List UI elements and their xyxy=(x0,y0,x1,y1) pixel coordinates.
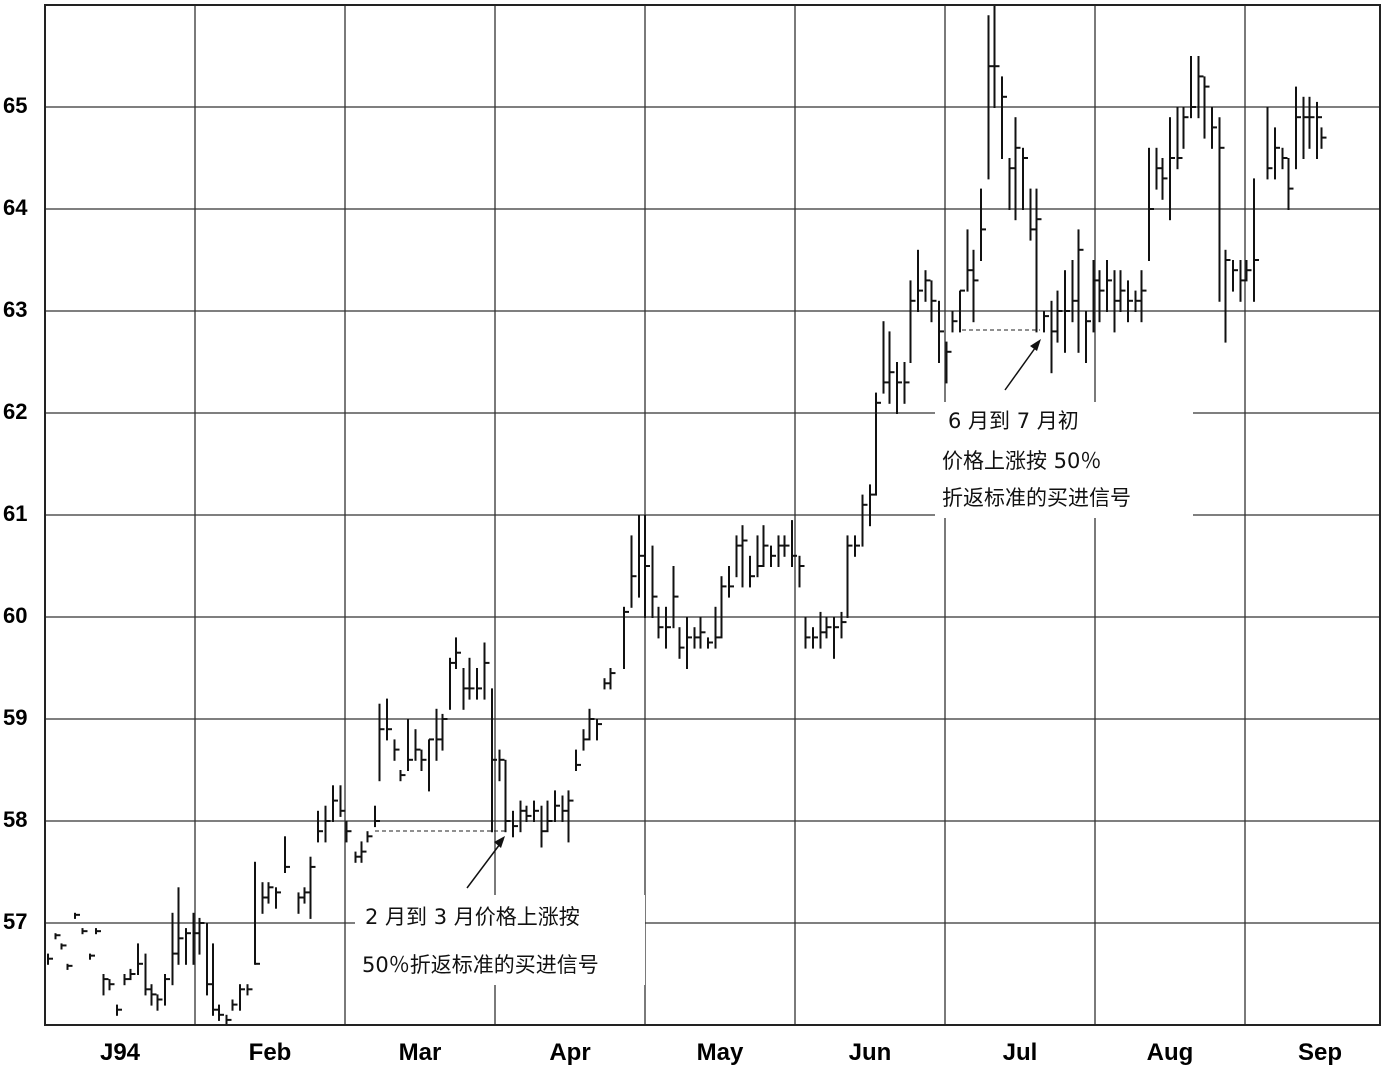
x-tick-label: J94 xyxy=(100,1039,141,1066)
y-tick-label: 58 xyxy=(3,807,27,832)
x-tick-label: Mar xyxy=(399,1039,442,1066)
y-tick-label: 63 xyxy=(3,297,27,322)
x-tick-label: Sep xyxy=(1298,1039,1342,1066)
x-tick-label: Jul xyxy=(1003,1039,1038,1066)
y-tick-label: 62 xyxy=(3,399,27,424)
annotation: 2 月到 3 月价格上涨按 xyxy=(365,905,580,929)
annotation: 6 月到 7 月初 xyxy=(948,409,1079,433)
annotation: 价格上涨按 50％ xyxy=(942,449,1101,473)
x-tick-label: Apr xyxy=(549,1039,590,1066)
y-tick-label: 60 xyxy=(3,603,27,628)
annotation: 50％折返标准的买进信号 xyxy=(362,953,599,977)
annotation-bg xyxy=(355,895,645,985)
bars xyxy=(47,5,1327,1026)
x-tick-label: Feb xyxy=(249,1039,292,1066)
annotation: 折返标准的买进信号 xyxy=(942,486,1131,510)
arrow xyxy=(466,839,504,889)
arrow-head xyxy=(494,836,505,848)
x-tick-label: Aug xyxy=(1147,1039,1194,1066)
arrow xyxy=(1004,343,1039,391)
y-tick-label: 59 xyxy=(3,705,27,730)
y-tick-label: 61 xyxy=(3,501,27,526)
y-tick-label: 57 xyxy=(3,909,27,934)
x-tick-label: May xyxy=(697,1039,744,1066)
annotation-bg xyxy=(935,402,1193,518)
arrow-head xyxy=(1030,339,1041,351)
y-tick-label: 64 xyxy=(3,195,28,220)
y-tick-label: 65 xyxy=(3,93,27,118)
x-tick-label: Jun xyxy=(849,1039,892,1066)
plot-frame xyxy=(44,4,1381,1026)
